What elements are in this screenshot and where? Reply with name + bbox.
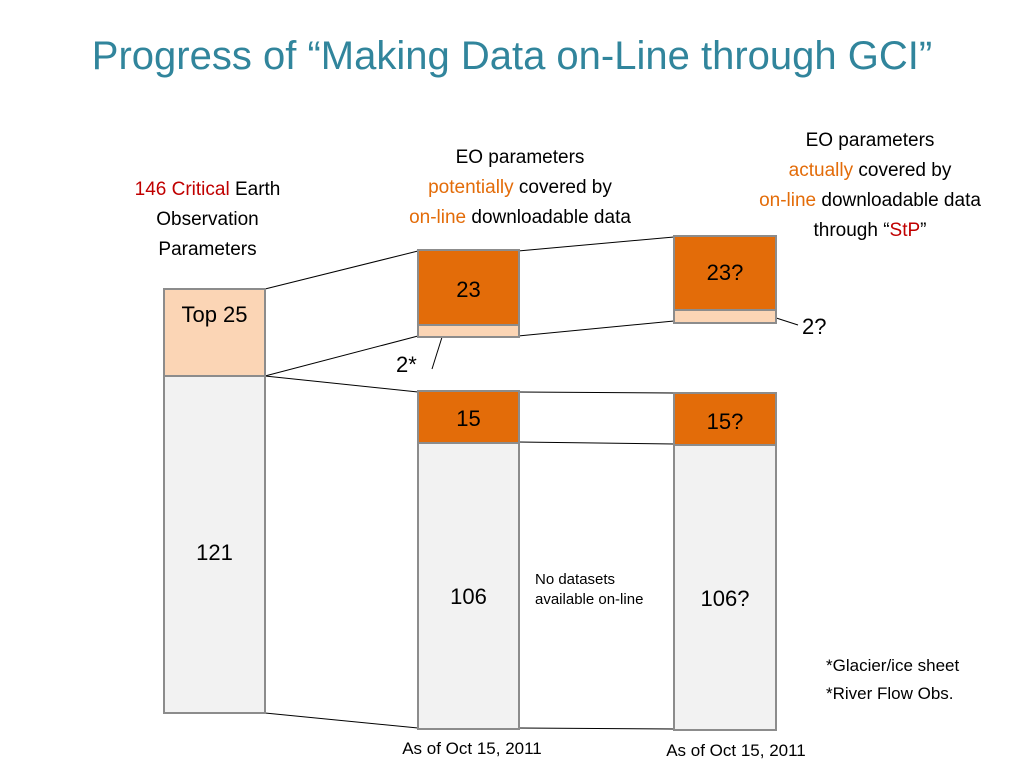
header-text: ” — [920, 220, 927, 241]
header-text: covered by — [513, 177, 612, 198]
note-text: available on-line — [535, 591, 644, 608]
mid-bottom-orange-block: 15 — [417, 390, 520, 444]
page-title: Progress of “Making Data on-Line through… — [91, 34, 933, 78]
connector-line — [517, 441, 675, 445]
note-text: No datasets — [535, 571, 616, 588]
footnotes: *Glacier/ice sheet *River Flow Obs. — [826, 652, 959, 708]
mid-header: EO parameters potentially covered by on-… — [370, 143, 670, 233]
footnote-text: *River Flow Obs. — [826, 684, 954, 703]
mid-top-value: 23 — [456, 277, 481, 302]
pointer-line — [431, 333, 444, 370]
right-top-value: 23? — [706, 260, 744, 285]
mid-bottom-gray-value: 106 — [450, 584, 487, 609]
connector-line — [517, 727, 675, 730]
header-text: covered by — [853, 160, 952, 181]
connector-line — [264, 712, 419, 729]
header-text: Parameters — [158, 239, 257, 260]
left-top25-block: Top 25 — [163, 288, 266, 377]
right-top-peach-block — [673, 309, 777, 324]
mid-bottom-gray-block: 106 — [417, 442, 520, 730]
stp-label: StP — [889, 220, 921, 241]
header-text: EO parameters — [455, 147, 585, 168]
footnote-text: *Glacier/ice sheet — [826, 656, 960, 675]
header-highlight: on-line — [759, 190, 817, 211]
right-bottom-gray-block: 106? — [673, 444, 777, 731]
right-bottom-orange-block: 15? — [673, 392, 777, 446]
connector-line — [264, 335, 419, 377]
header-text: through “ — [813, 220, 890, 241]
top25-label: Top 25 — [181, 302, 248, 327]
critical-count-label: 146 Critical — [134, 179, 230, 200]
connector-line — [264, 375, 419, 393]
right-header: EO parameters actually covered by on-lin… — [720, 126, 1020, 246]
mid-date-label: As of Oct 15, 2011 — [402, 739, 542, 758]
right-uncertain-marker: 2? — [802, 314, 827, 339]
connector-line — [517, 320, 675, 337]
connector-line — [517, 391, 675, 394]
right-bottom-gray-value: 106? — [700, 586, 750, 611]
right-top-orange-block: 23? — [673, 235, 777, 311]
header-text: Observation — [156, 209, 259, 230]
header-highlight: on-line — [409, 207, 467, 228]
right-bottom-orange-value: 15? — [706, 409, 744, 434]
remaining-value: 121 — [196, 540, 233, 565]
header-text: Earth — [229, 179, 281, 200]
header-text: downloadable data — [466, 207, 631, 228]
header-text: downloadable data — [816, 190, 981, 211]
mid-top-orange-block: 23 — [417, 249, 520, 326]
right-date-label: As of Oct 15, 2011 — [666, 741, 806, 760]
header-highlight: actually — [788, 160, 854, 181]
header-highlight: potentially — [428, 177, 514, 198]
connector-line — [517, 236, 675, 252]
mid-top-peach-block — [417, 324, 520, 338]
header-text: EO parameters — [805, 130, 935, 151]
left-header: 146 Critical Earth Observation Parameter… — [100, 175, 315, 265]
connector-line — [264, 250, 419, 290]
no-datasets-note: No datasets available on-line — [535, 570, 643, 610]
mid-bottom-orange-value: 15 — [456, 406, 481, 431]
left-remaining-block: 121 — [163, 375, 266, 714]
mid-footnote-marker: 2* — [396, 352, 417, 377]
